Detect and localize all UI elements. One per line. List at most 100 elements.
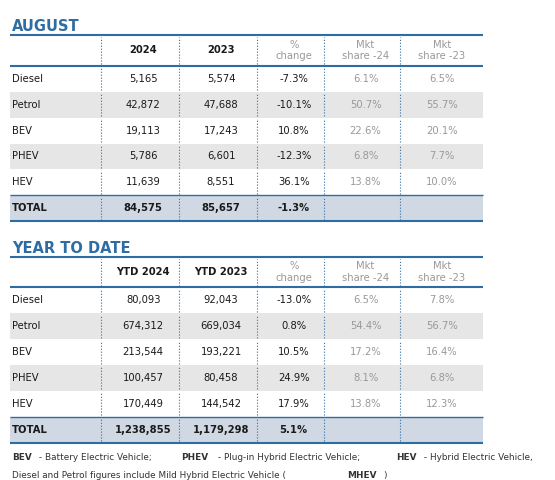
Text: 17,243: 17,243 [204,126,239,135]
Text: 213,544: 213,544 [123,348,164,357]
Text: 22.6%: 22.6% [350,126,381,135]
Text: Diesel: Diesel [12,73,43,84]
Text: YEAR TO DATE: YEAR TO DATE [12,240,131,255]
Text: 55.7%: 55.7% [426,99,458,109]
Text: BEV: BEV [12,348,32,357]
Text: Mkt
share -24: Mkt share -24 [342,39,389,61]
Text: - Hybrid Electric Vehicle,: - Hybrid Electric Vehicle, [421,453,532,462]
Text: Diesel and Petrol figures include Mild Hybrid Electric Vehicle (: Diesel and Petrol figures include Mild H… [12,470,286,480]
Text: 80,093: 80,093 [126,295,160,305]
Text: 20.1%: 20.1% [426,126,458,135]
Text: 17.9%: 17.9% [278,399,310,409]
Bar [9,169,482,195]
Text: 80,458: 80,458 [204,373,238,384]
Text: 12.3%: 12.3% [426,399,458,409]
Bar [9,417,482,443]
Text: 8.1%: 8.1% [353,373,378,384]
Text: PHEV: PHEV [12,373,39,384]
Text: - Battery Electric Vehicle;: - Battery Electric Vehicle; [37,453,155,462]
Text: 7.7%: 7.7% [429,152,455,161]
Text: PHEV: PHEV [181,453,209,462]
Text: Petrol: Petrol [12,322,41,331]
Text: 16.4%: 16.4% [426,348,458,357]
Text: TOTAL: TOTAL [12,204,48,214]
Text: 669,034: 669,034 [200,322,241,331]
Text: YTD 2024: YTD 2024 [117,267,170,277]
Text: ): ) [384,470,387,480]
Text: 674,312: 674,312 [123,322,164,331]
Text: Mkt
share -23: Mkt share -23 [418,262,465,283]
Text: 36.1%: 36.1% [278,178,310,188]
Text: 5.1%: 5.1% [280,425,308,435]
Text: Petrol: Petrol [12,99,41,109]
Text: 13.8%: 13.8% [350,178,381,188]
Bar [9,118,482,144]
Text: 10.5%: 10.5% [278,348,310,357]
Text: 6.5%: 6.5% [353,295,378,305]
Bar [9,288,482,313]
Bar [9,339,482,365]
Text: 193,221: 193,221 [200,348,242,357]
Text: YTD 2023: YTD 2023 [194,267,248,277]
Text: Mkt
share -24: Mkt share -24 [342,262,389,283]
Text: HEV: HEV [396,453,416,462]
Bar [9,391,482,417]
Text: %
change: % change [275,262,312,283]
Text: HEV: HEV [12,178,33,188]
Text: Mkt
share -23: Mkt share -23 [418,39,465,61]
Text: - Plug-in Hybrid Electric Vehicle;: - Plug-in Hybrid Electric Vehicle; [215,453,362,462]
Text: 5,574: 5,574 [207,73,235,84]
Text: 6.1%: 6.1% [353,73,378,84]
Text: -1.3%: -1.3% [278,204,310,214]
Text: %
change: % change [275,39,312,61]
Text: BEV: BEV [12,453,32,462]
Text: 6,601: 6,601 [207,152,235,161]
Text: 170,449: 170,449 [123,399,164,409]
Text: 5,786: 5,786 [129,152,158,161]
Text: 19,113: 19,113 [126,126,161,135]
Bar [9,144,482,169]
Text: 24.9%: 24.9% [278,373,310,384]
Text: 144,542: 144,542 [200,399,241,409]
Text: 6.5%: 6.5% [429,73,455,84]
Text: 6.8%: 6.8% [429,373,455,384]
Text: MHEV: MHEV [347,470,377,480]
Text: 2024: 2024 [129,46,157,55]
Text: 47,688: 47,688 [204,99,239,109]
Text: 85,657: 85,657 [201,204,240,214]
Text: 17.2%: 17.2% [350,348,381,357]
Text: 7.8%: 7.8% [429,295,455,305]
Text: 50.7%: 50.7% [350,99,381,109]
Text: -7.3%: -7.3% [279,73,308,84]
Text: -13.0%: -13.0% [276,295,311,305]
Bar [9,66,482,92]
Text: Diesel: Diesel [12,295,43,305]
Text: AUGUST: AUGUST [12,19,80,34]
Text: 92,043: 92,043 [204,295,239,305]
Text: 42,872: 42,872 [126,99,160,109]
Bar [9,365,482,391]
Text: 1,179,298: 1,179,298 [193,425,249,435]
Text: 2023: 2023 [208,46,235,55]
Text: 8,551: 8,551 [207,178,235,188]
Bar [9,195,482,221]
Text: 84,575: 84,575 [124,204,163,214]
Text: 10.8%: 10.8% [278,126,310,135]
Text: 0.8%: 0.8% [281,322,306,331]
Text: 11,639: 11,639 [126,178,161,188]
Text: 54.4%: 54.4% [350,322,381,331]
Text: 5,165: 5,165 [129,73,158,84]
Text: 6.8%: 6.8% [353,152,378,161]
Text: -12.3%: -12.3% [276,152,311,161]
Text: 10.0%: 10.0% [426,178,457,188]
Text: PHEV: PHEV [12,152,39,161]
Text: 1,238,855: 1,238,855 [115,425,171,435]
Text: -10.1%: -10.1% [276,99,311,109]
Text: HEV: HEV [12,399,33,409]
Text: 13.8%: 13.8% [350,399,381,409]
Bar [9,313,482,339]
Text: TOTAL: TOTAL [12,425,48,435]
Text: BEV: BEV [12,126,32,135]
Bar [9,92,482,118]
Text: 56.7%: 56.7% [426,322,458,331]
